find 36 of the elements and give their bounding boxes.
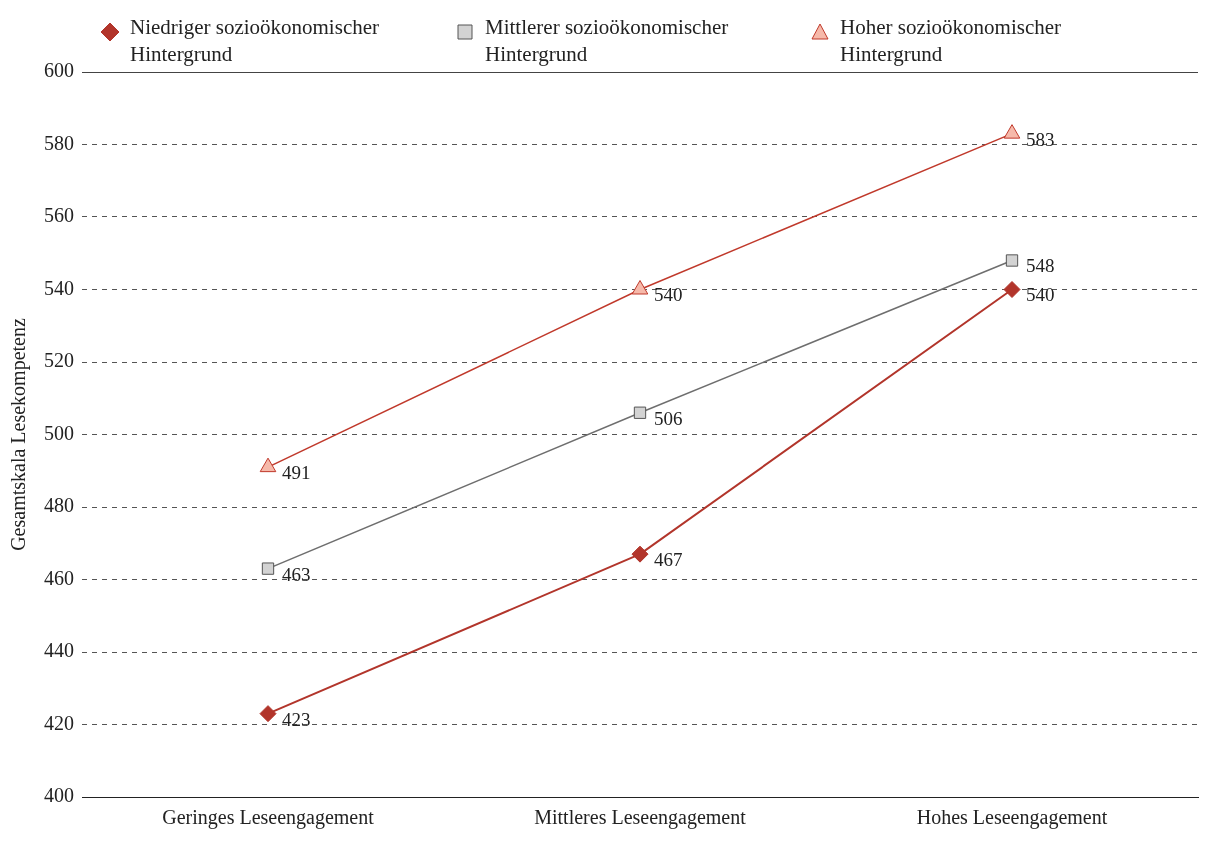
- x-tick-label: Mittleres Leseengagement: [534, 806, 747, 830]
- y-tick-label: 480: [44, 494, 74, 517]
- data-label: 506: [654, 407, 683, 429]
- point: [259, 457, 277, 473]
- y-tick-label: 440: [44, 639, 74, 662]
- data-label: 540: [654, 284, 683, 306]
- data-label: 540: [1026, 284, 1055, 306]
- data-label: 491: [282, 462, 311, 484]
- data-label: 423: [282, 708, 311, 730]
- y-axis-title: Gesamtskala Lesekompetenz: [7, 318, 31, 551]
- y-tick-label: 460: [44, 566, 74, 589]
- y-tick-label: 580: [44, 131, 74, 154]
- point: [631, 280, 649, 295]
- legend-label: Niedriger sozioökonomischer Hintergrund: [130, 14, 381, 68]
- y-tick-label: 600: [44, 59, 74, 82]
- legend-label: Hoher sozioökonomischer Hintergrund: [840, 14, 1063, 68]
- point: [259, 705, 277, 723]
- y-tick-label: 540: [44, 276, 74, 299]
- data-label: 583: [1026, 128, 1055, 150]
- data-label: 463: [282, 563, 311, 585]
- x-tick-label: Hohes Leseengagement: [916, 806, 1108, 830]
- y-tick-label: 400: [44, 784, 74, 807]
- y-tick-label: 560: [44, 204, 74, 227]
- point: [1003, 124, 1021, 139]
- point: [631, 545, 649, 563]
- point: [261, 562, 275, 575]
- y-tick-label: 520: [44, 349, 74, 372]
- data-label: 548: [1026, 255, 1055, 277]
- legend-label: Mittlerer sozioökonomischer Hintergrund: [485, 14, 730, 68]
- data-label: 467: [654, 549, 683, 571]
- x-tick-label: Geringes Leseengagement: [162, 806, 375, 830]
- point: [1005, 254, 1019, 267]
- y-tick-label: 500: [44, 421, 74, 444]
- point: [1003, 281, 1021, 298]
- point: [633, 406, 647, 419]
- y-tick-label: 420: [44, 711, 74, 734]
